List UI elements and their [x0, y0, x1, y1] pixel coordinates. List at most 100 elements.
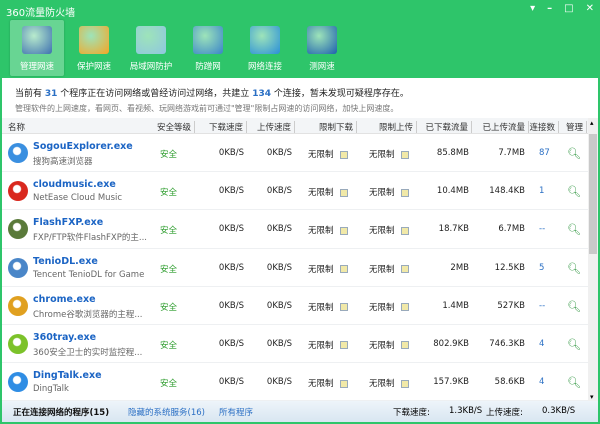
- table-row[interactable]: SogouExplorer.exe 搜狗高速浏览器 安全 0KB/S 0KB/S…: [2, 134, 588, 173]
- flashfxp-icon: [8, 219, 28, 240]
- toolbar-button-1[interactable]: 保护网速: [67, 20, 121, 76]
- limit-upload[interactable]: 无限制: [369, 224, 409, 236]
- manage-magnifier-icon[interactable]: 🔍︎: [567, 185, 581, 199]
- limit-download[interactable]: 无限制: [308, 377, 348, 389]
- chrome-icon: [8, 295, 28, 316]
- manage-magnifier-icon[interactable]: 🔍︎: [567, 147, 581, 160]
- column-header[interactable]: 上传速度: [247, 121, 295, 133]
- toolbar-button-2[interactable]: 局域网防护: [124, 20, 178, 76]
- column-header[interactable]: 已上传流量: [472, 121, 529, 133]
- table-row[interactable]: FlashFXP.exe FXP/FTP软件FlashFXP的主... 安全 0…: [2, 210, 588, 249]
- toolbar-button-5[interactable]: 测网速: [295, 20, 349, 76]
- limit-upload[interactable]: 无限制: [369, 301, 409, 313]
- tab-connected-programs[interactable]: 正在连接网络的程序(15): [13, 408, 110, 418]
- manage-magnifier-icon[interactable]: 🔍︎: [567, 261, 581, 275]
- column-header[interactable]: 下载速度: [195, 121, 247, 133]
- program-count: 31: [44, 89, 58, 99]
- column-header[interactable]: 安全等级: [150, 121, 195, 133]
- connection-count[interactable]: --: [539, 224, 546, 235]
- safety-level: 安全: [160, 340, 178, 351]
- close-button[interactable]: ✕: [585, 3, 594, 14]
- manage-magnifier-icon[interactable]: 🔍︎: [567, 376, 581, 390]
- upload-speed: 0KB/S: [266, 262, 292, 273]
- toolbar-button-4[interactable]: 网络连接: [238, 20, 292, 76]
- limit-download[interactable]: 无限制: [308, 339, 348, 351]
- manage-magnifier-icon[interactable]: 🔍︎: [567, 337, 581, 351]
- manage-magnifier-icon[interactable]: 🔍︎: [567, 223, 581, 237]
- edit-icon[interactable]: [400, 341, 409, 350]
- connection-count[interactable]: 4: [539, 377, 545, 388]
- edit-icon[interactable]: [339, 379, 348, 388]
- scroll-down-icon[interactable]: ▾: [590, 393, 594, 401]
- limit-download-value: 无限制: [308, 188, 334, 199]
- connection-count[interactable]: 5: [539, 262, 545, 273]
- summary-suffix: 个连接，暂未发现可疑程序存在。: [273, 89, 409, 99]
- column-header[interactable]: 限制下载: [295, 121, 357, 133]
- maximize-button[interactable]: □: [564, 3, 574, 14]
- scroll-up-icon[interactable]: ▴: [590, 119, 594, 127]
- edit-icon[interactable]: [339, 188, 348, 197]
- manage-magnifier-icon[interactable]: 🔍︎: [567, 299, 581, 313]
- connection-count[interactable]: 87: [539, 148, 550, 158]
- column-header[interactable]: 管理: [559, 121, 587, 133]
- edit-icon[interactable]: [339, 226, 348, 235]
- edit-icon[interactable]: [339, 265, 348, 274]
- toolbar-label: 防蹭网: [195, 62, 221, 72]
- table-row[interactable]: TenioDL.exe Tencent TenioDL for Game 安全 …: [2, 249, 588, 287]
- upload-speed: 0KB/S: [266, 338, 292, 349]
- table-row[interactable]: 360tray.exe 360安全卫士的实时监控程... 安全 0KB/S 0K…: [2, 325, 588, 364]
- process-name[interactable]: SogouExplorer.exe: [33, 141, 133, 152]
- process-name[interactable]: FlashFXP.exe: [33, 217, 104, 229]
- edit-icon[interactable]: [339, 150, 348, 159]
- connection-count[interactable]: 1: [539, 186, 545, 197]
- limit-upload-value: 无限制: [369, 188, 395, 199]
- edit-icon[interactable]: [400, 188, 409, 197]
- column-header[interactable]: 连接数: [529, 121, 559, 133]
- process-name[interactable]: cloudmusic.exe: [33, 179, 116, 191]
- limit-download[interactable]: 无限制: [308, 263, 348, 275]
- limit-upload[interactable]: 无限制: [369, 263, 409, 275]
- main-panel: 当前有 31 个程序正在访问网络或曾经访问过网络，共建立 134 个连接，暂未发…: [2, 78, 598, 422]
- scrollbar[interactable]: ▴ ▾: [588, 118, 598, 402]
- toolbar-button-0[interactable]: 管理网速: [10, 20, 64, 76]
- limit-upload[interactable]: 无限制: [369, 186, 409, 198]
- process-name[interactable]: DingTalk.exe: [33, 370, 102, 382]
- table-row[interactable]: cloudmusic.exe NetEase Cloud Music 安全 0K…: [2, 172, 588, 211]
- edit-icon[interactable]: [339, 303, 348, 312]
- uploaded-total: 12.5KB: [494, 262, 525, 273]
- title-bar: 360流量防火墙 ▾ – □ ✕: [0, 0, 600, 20]
- edit-icon[interactable]: [400, 226, 409, 235]
- table-row[interactable]: DingTalk.exe DingTalk 安全 0KB/S 0KB/S 无限制…: [2, 363, 588, 402]
- column-header[interactable]: 已下载流量: [417, 121, 472, 133]
- toolbar-button-3[interactable]: 防蹭网: [181, 20, 235, 76]
- menu-icon[interactable]: ▾: [530, 3, 536, 14]
- download-speed: 0KB/S: [218, 262, 244, 273]
- scrollbar-thumb[interactable]: [589, 134, 597, 254]
- limit-download-value: 无限制: [308, 264, 334, 275]
- table-row[interactable]: chrome.exe Chrome谷歌浏览器的主程... 安全 0KB/S 0K…: [2, 287, 588, 325]
- limit-upload[interactable]: 无限制: [369, 148, 409, 160]
- process-name[interactable]: chrome.exe: [33, 293, 96, 305]
- limit-download[interactable]: 无限制: [308, 148, 348, 160]
- connection-count[interactable]: --: [539, 300, 546, 311]
- tab-all-programs[interactable]: 所有程序: [219, 408, 254, 418]
- downloaded-total: 2MB: [450, 262, 469, 273]
- limit-download[interactable]: 无限制: [308, 301, 348, 313]
- edit-icon[interactable]: [400, 265, 409, 274]
- process-name[interactable]: TenioDL.exe: [33, 255, 98, 267]
- limit-download[interactable]: 无限制: [308, 224, 348, 236]
- edit-icon[interactable]: [400, 379, 409, 388]
- edit-icon[interactable]: [400, 303, 409, 312]
- column-header[interactable]: 限制上传: [357, 121, 417, 133]
- column-header[interactable]: 名称: [8, 123, 26, 133]
- edit-icon[interactable]: [339, 341, 348, 350]
- tab-hidden-services[interactable]: 隐藏的系统服务(16): [128, 408, 205, 418]
- limit-upload-value: 无限制: [369, 379, 395, 390]
- process-name[interactable]: 360tray.exe: [33, 331, 97, 343]
- limit-download[interactable]: 无限制: [308, 186, 348, 198]
- minimize-button[interactable]: –: [547, 3, 553, 14]
- connection-count[interactable]: 4: [539, 338, 545, 349]
- limit-upload[interactable]: 无限制: [369, 377, 409, 389]
- edit-icon[interactable]: [400, 150, 409, 159]
- limit-upload[interactable]: 无限制: [369, 339, 409, 351]
